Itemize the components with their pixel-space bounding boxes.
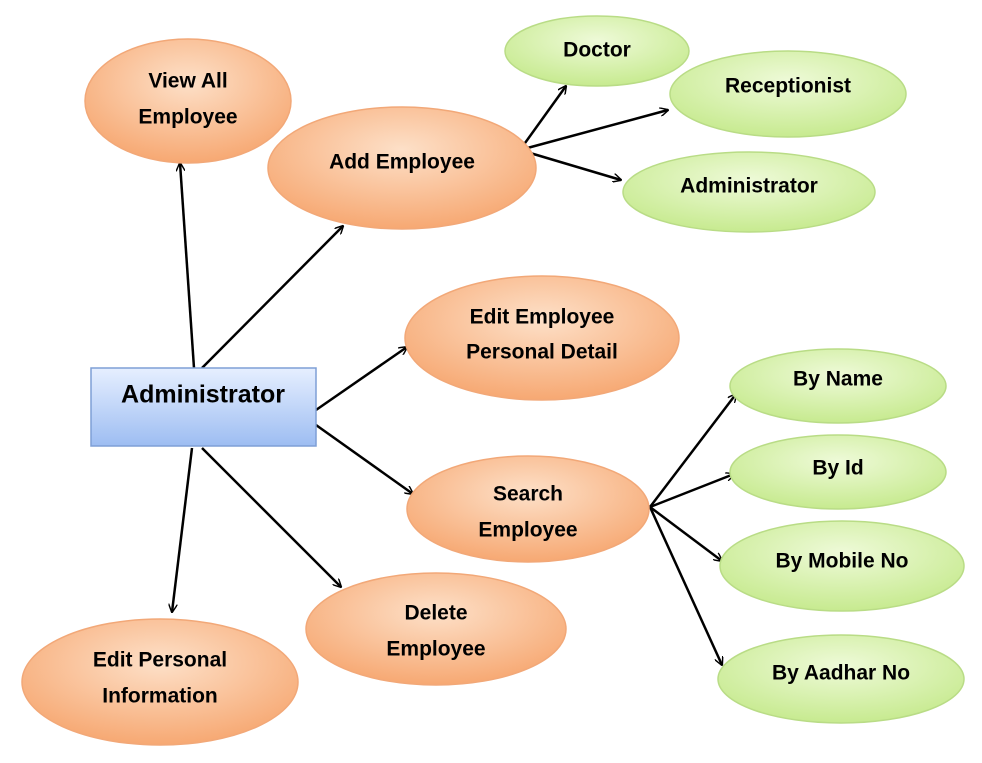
delete-employee-line-2: Employee bbox=[386, 638, 485, 661]
arrow-to-by-mobile-no bbox=[649, 506, 722, 561]
by-aadhar-no-label: By Aadhar No bbox=[772, 662, 910, 685]
edit-employee-personal-detail-line-1: Edit Employee bbox=[470, 306, 615, 329]
use-case-edit-personal-information: Edit Personal Information bbox=[21, 618, 299, 746]
arrow-to-edit-employee-personal-detail bbox=[315, 347, 407, 412]
arrows bbox=[172, 86, 736, 665]
use-case-edit-employee-personal-detail: Edit Employee Personal Detail bbox=[404, 275, 680, 401]
use-case-search-employee: Search Employee bbox=[406, 455, 650, 563]
search-by-aadhar-no: By Aadhar No bbox=[717, 634, 965, 724]
administrator-label: Administrator bbox=[121, 381, 285, 409]
search-employee-line-1: Search bbox=[493, 483, 563, 506]
edit-personal-information-line-1: Edit Personal bbox=[93, 649, 227, 672]
use-case-delete-employee: Delete Employee bbox=[305, 572, 567, 686]
use-case-add-employee: Add Employee bbox=[267, 106, 537, 230]
arrow-to-doctor bbox=[518, 86, 566, 151]
add-employee-label: Add Employee bbox=[329, 151, 475, 174]
receptionist-label: Receptionist bbox=[725, 75, 851, 98]
arrow-to-receptionist bbox=[519, 110, 668, 152]
by-mobile-no-label: By Mobile No bbox=[775, 550, 908, 573]
role-receptionist: Receptionist bbox=[669, 50, 907, 138]
arrow-to-add-employee bbox=[201, 226, 343, 369]
role-administrator: Administrator bbox=[622, 151, 876, 233]
role-doctor: Doctor bbox=[504, 15, 690, 87]
arrow-to-by-id bbox=[649, 474, 734, 509]
arrow-to-administrator-role bbox=[519, 148, 621, 180]
view-all-employee-line-2: Employee bbox=[138, 106, 237, 129]
arrow-to-by-aadhar-no bbox=[648, 506, 722, 665]
edit-employee-personal-detail-line-2: Personal Detail bbox=[466, 341, 618, 364]
view-all-employee-line-1: View All bbox=[148, 70, 227, 93]
by-id-label: By Id bbox=[812, 457, 863, 480]
administrator-box: Administrator bbox=[90, 367, 317, 447]
search-by-name: By Name bbox=[729, 348, 947, 424]
arrow-to-delete-employee bbox=[201, 447, 341, 587]
doctor-label: Doctor bbox=[563, 39, 631, 62]
search-employee-line-2: Employee bbox=[478, 519, 577, 542]
use-case-view-all-employee: View All Employee bbox=[84, 38, 292, 164]
delete-employee-line-1: Delete bbox=[404, 602, 467, 625]
arrow-to-search-employee bbox=[315, 423, 413, 494]
search-by-id: By Id bbox=[729, 434, 947, 510]
arrow-to-by-name bbox=[649, 394, 736, 508]
administrator-role-label: Administrator bbox=[680, 175, 818, 198]
search-by-mobile-no: By Mobile No bbox=[719, 520, 965, 612]
arrow-to-edit-personal-information bbox=[172, 447, 194, 612]
by-name-label: By Name bbox=[793, 368, 883, 391]
edit-personal-information-line-2: Information bbox=[102, 685, 218, 708]
arrow-to-view-all-employee bbox=[180, 163, 196, 369]
